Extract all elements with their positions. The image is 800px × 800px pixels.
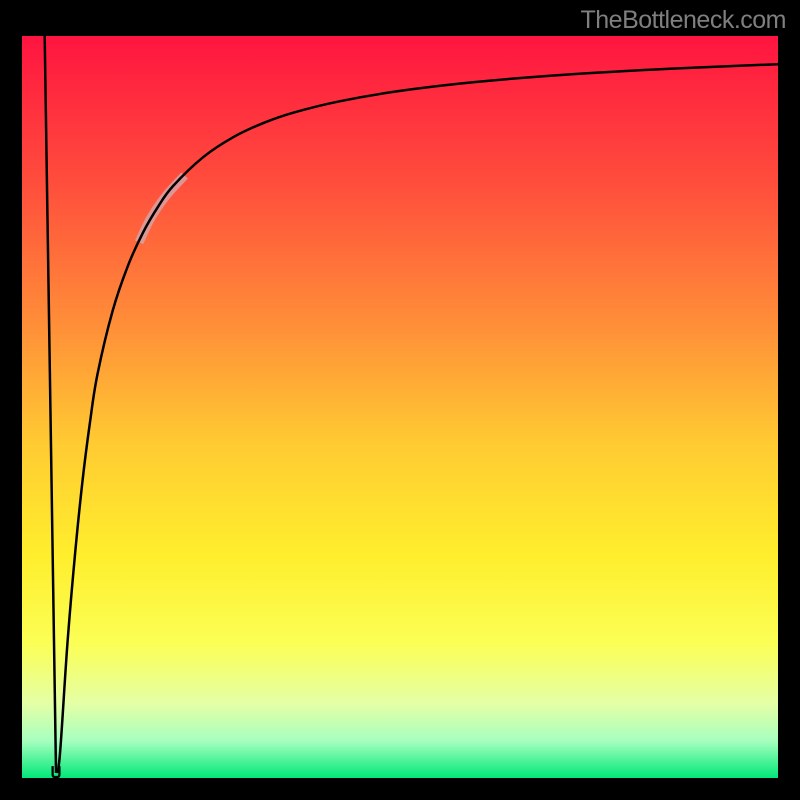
bottleneck-chart-svg: [0, 0, 800, 800]
watermark-text: TheBottleneck.com: [581, 6, 787, 35]
frame-left: [0, 36, 22, 778]
frame-bottom: [0, 778, 800, 800]
plot-background: [22, 36, 778, 778]
chart-container: TheBottleneck.com: [0, 0, 800, 800]
frame-right: [778, 36, 800, 778]
